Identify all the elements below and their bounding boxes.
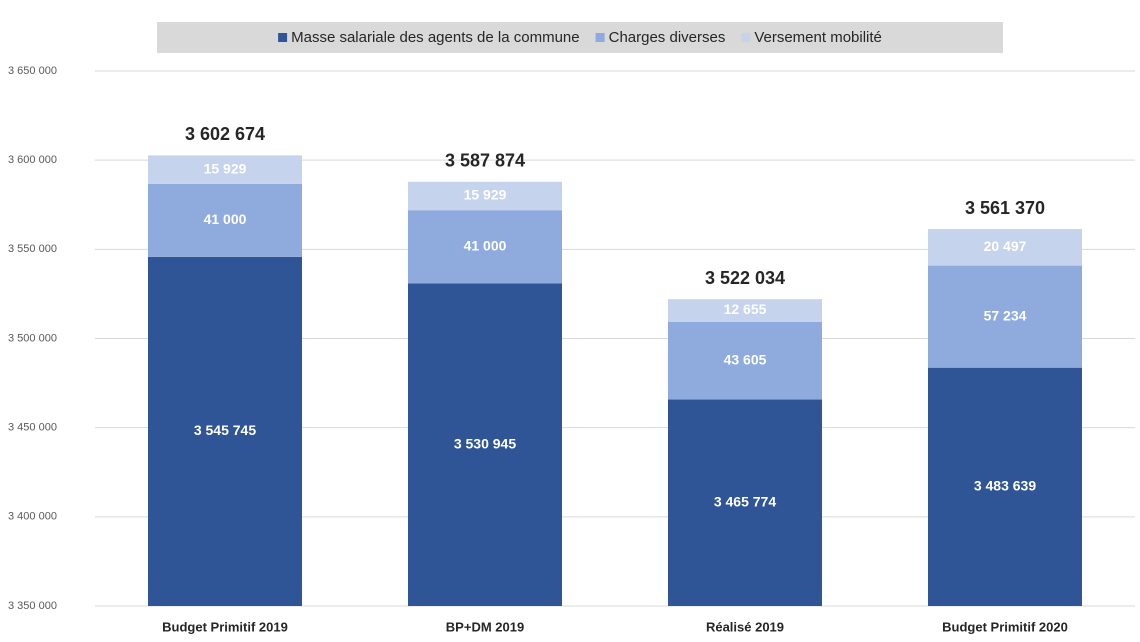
x-tick-label: Réalisé 2019 — [706, 619, 784, 634]
y-tick-label: 3 550 000 — [8, 243, 57, 255]
bar-segment — [148, 183, 302, 257]
bar-segment — [928, 229, 1082, 266]
x-tick-label: BP+DM 2019 — [446, 619, 524, 634]
segment-label: 3 465 774 — [714, 493, 776, 509]
bar-segment — [928, 265, 1082, 368]
segment-label: 57 234 — [984, 307, 1027, 323]
x-tick-label: Budget Primitif 2020 — [942, 619, 1068, 634]
total-label: 3 587 874 — [445, 151, 525, 171]
bar-segment — [668, 399, 822, 606]
legend-label: Versement mobilité — [754, 29, 882, 46]
legend-swatch — [595, 33, 605, 42]
bar-segment — [408, 210, 562, 284]
segment-label: 3 483 639 — [974, 478, 1036, 494]
y-tick-label: 3 350 000 — [8, 600, 57, 612]
bar-segment — [408, 283, 562, 606]
bar-segment — [408, 181, 562, 211]
bar-segment — [668, 321, 822, 400]
segment-label: 43 605 — [724, 351, 767, 367]
bar-segment — [148, 155, 302, 184]
total-label: 3 602 674 — [185, 124, 265, 144]
total-label: 3 561 370 — [965, 198, 1045, 218]
segment-label: 15 929 — [204, 160, 247, 176]
segment-label: 41 000 — [464, 237, 507, 253]
y-tick-label: 3 600 000 — [8, 154, 57, 166]
bar-segment — [668, 299, 822, 322]
legend-label: Masse salariale des agents de la commune — [291, 29, 580, 46]
legend-swatch — [741, 33, 751, 42]
segment-label: 20 497 — [984, 238, 1027, 254]
y-tick-label: 3 650 000 — [8, 65, 57, 77]
y-tick-label: 3 400 000 — [8, 511, 57, 523]
segment-label: 3 530 945 — [454, 435, 516, 451]
segment-label: 41 000 — [204, 211, 247, 227]
bar-segment — [148, 256, 302, 606]
x-tick-label: Budget Primitif 2019 — [162, 619, 288, 634]
segment-label: 12 655 — [724, 301, 767, 317]
total-label: 3 522 034 — [705, 268, 785, 288]
legend-swatch — [278, 33, 288, 42]
bar-segment — [928, 367, 1082, 606]
legend-box — [157, 22, 1003, 53]
y-tick-label: 3 450 000 — [8, 422, 57, 434]
segment-label: 3 545 745 — [194, 422, 256, 438]
legend-label: Charges diverses — [609, 29, 726, 46]
segment-label: 15 929 — [464, 187, 507, 203]
y-tick-label: 3 500 000 — [8, 332, 57, 344]
